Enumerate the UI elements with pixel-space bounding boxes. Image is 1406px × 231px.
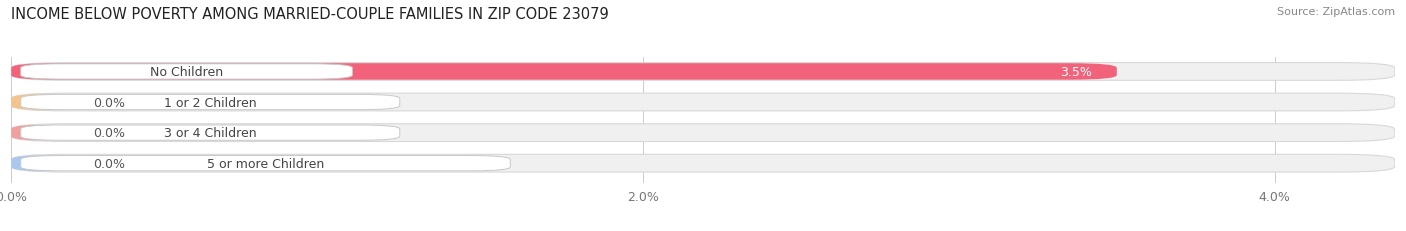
Text: 0.0%: 0.0%: [93, 96, 125, 109]
FancyBboxPatch shape: [11, 155, 1395, 172]
FancyBboxPatch shape: [11, 125, 67, 141]
FancyBboxPatch shape: [11, 64, 1116, 80]
FancyBboxPatch shape: [11, 94, 67, 111]
FancyBboxPatch shape: [21, 156, 510, 171]
FancyBboxPatch shape: [21, 125, 399, 141]
Text: No Children: No Children: [150, 66, 224, 79]
FancyBboxPatch shape: [11, 94, 1395, 111]
Text: 0.0%: 0.0%: [93, 157, 125, 170]
Text: 3 or 4 Children: 3 or 4 Children: [165, 127, 256, 140]
FancyBboxPatch shape: [21, 64, 353, 80]
Text: 0.0%: 0.0%: [93, 127, 125, 140]
Text: 3.5%: 3.5%: [1060, 66, 1091, 79]
Text: 1 or 2 Children: 1 or 2 Children: [165, 96, 256, 109]
Text: Source: ZipAtlas.com: Source: ZipAtlas.com: [1277, 7, 1395, 17]
Text: INCOME BELOW POVERTY AMONG MARRIED-COUPLE FAMILIES IN ZIP CODE 23079: INCOME BELOW POVERTY AMONG MARRIED-COUPL…: [11, 7, 609, 22]
FancyBboxPatch shape: [11, 63, 1395, 81]
FancyBboxPatch shape: [11, 124, 1395, 142]
FancyBboxPatch shape: [11, 155, 67, 172]
Text: 5 or more Children: 5 or more Children: [207, 157, 325, 170]
FancyBboxPatch shape: [21, 95, 399, 110]
